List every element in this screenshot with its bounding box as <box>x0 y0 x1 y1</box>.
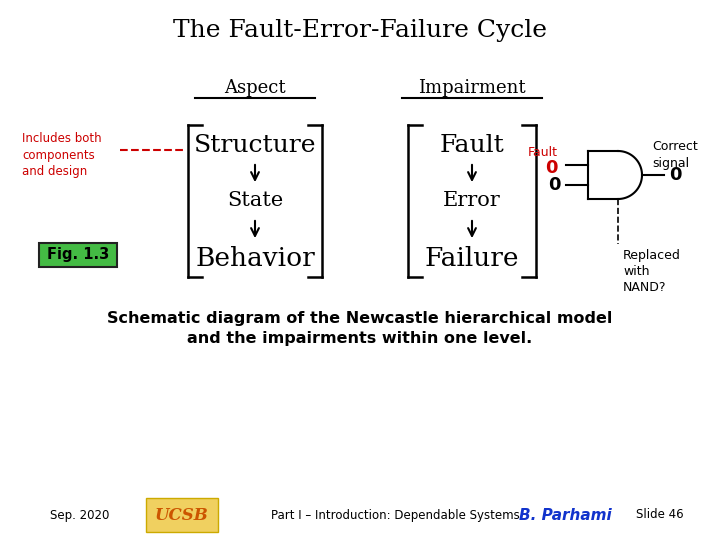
Text: UCSB: UCSB <box>155 507 209 523</box>
Text: Includes both
components
and design: Includes both components and design <box>22 132 102 179</box>
Text: Slide 46: Slide 46 <box>636 509 684 522</box>
FancyBboxPatch shape <box>146 498 218 532</box>
Text: B. Parhami: B. Parhami <box>518 508 611 523</box>
Text: State: State <box>227 191 283 210</box>
Text: Replaced
with
NAND?: Replaced with NAND? <box>623 249 681 294</box>
Text: Impairment: Impairment <box>418 79 526 97</box>
Text: Fig. 1.3: Fig. 1.3 <box>47 247 109 262</box>
Text: 0: 0 <box>546 159 558 177</box>
Text: 0: 0 <box>549 176 561 194</box>
FancyBboxPatch shape <box>39 243 117 267</box>
Text: 0: 0 <box>669 166 682 184</box>
Text: Structure: Structure <box>194 133 316 157</box>
Text: Correct
signal: Correct signal <box>652 140 698 170</box>
Text: and the impairments within one level.: and the impairments within one level. <box>187 330 533 346</box>
Text: Part I – Introduction: Dependable Systems: Part I – Introduction: Dependable System… <box>271 509 519 522</box>
Text: Failure: Failure <box>425 246 519 271</box>
Text: Sep. 2020: Sep. 2020 <box>50 509 109 522</box>
Text: Fault: Fault <box>528 146 558 159</box>
Text: The Fault-Error-Failure Cycle: The Fault-Error-Failure Cycle <box>173 18 547 42</box>
Text: Fault: Fault <box>440 133 505 157</box>
Text: Error: Error <box>443 191 501 210</box>
Text: Aspect: Aspect <box>224 79 286 97</box>
Text: Behavior: Behavior <box>195 246 315 271</box>
Text: Schematic diagram of the Newcastle hierarchical model: Schematic diagram of the Newcastle hiera… <box>107 310 613 326</box>
